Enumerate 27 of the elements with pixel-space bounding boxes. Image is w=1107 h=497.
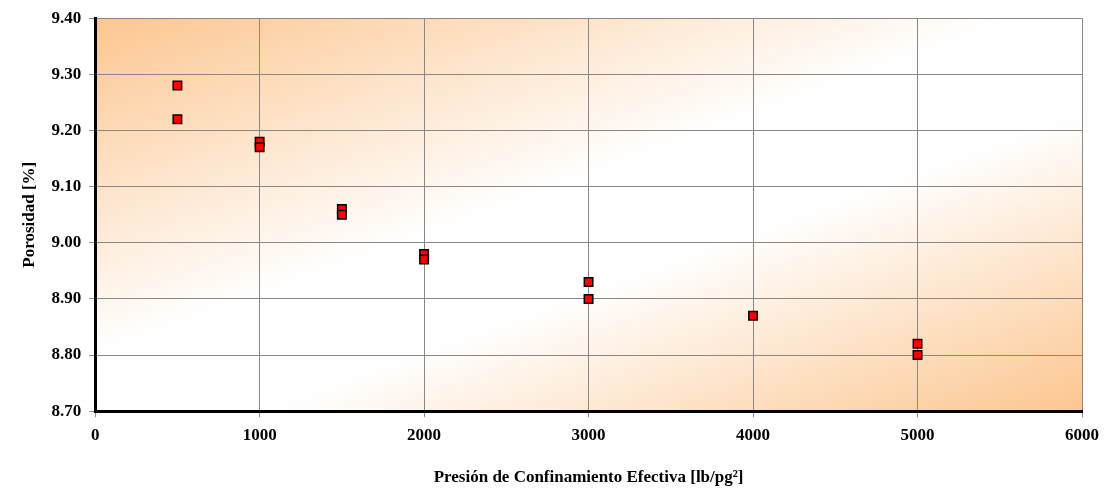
point	[583, 293, 594, 304]
point	[912, 350, 923, 361]
x-axis-title: Presión de Confinamiento Efectiva [lb/pg²]	[433, 467, 744, 487]
x-tick-label: 4000	[736, 424, 771, 444]
point	[912, 338, 923, 349]
y-tick-label: 9.40	[51, 7, 82, 27]
x-tick-label: 5000	[900, 424, 935, 444]
y-tick-label: 9.20	[51, 119, 82, 139]
point	[583, 277, 594, 288]
y-tick-label: 8.90	[51, 288, 82, 308]
point	[172, 80, 183, 91]
x-tick-label: 0	[90, 424, 100, 444]
x-tick-label: 6000	[1065, 424, 1099, 444]
point	[336, 209, 347, 220]
x-tick-label: 2000	[407, 424, 442, 444]
y-tick-label: 8.70	[51, 400, 82, 420]
y-tick-label: 9.00	[51, 232, 82, 252]
y-axis-title: Porosidad [%]	[18, 161, 38, 268]
point	[748, 310, 759, 321]
x-tick-label: 3000	[571, 424, 606, 444]
point	[172, 114, 183, 125]
y-tick-label: 9.10	[51, 176, 82, 196]
point	[419, 254, 430, 265]
y-tick-label: 8.80	[51, 344, 82, 364]
x-tick-label: 1000	[242, 424, 277, 444]
point	[254, 142, 265, 153]
y-tick-label: 9.30	[51, 63, 82, 83]
